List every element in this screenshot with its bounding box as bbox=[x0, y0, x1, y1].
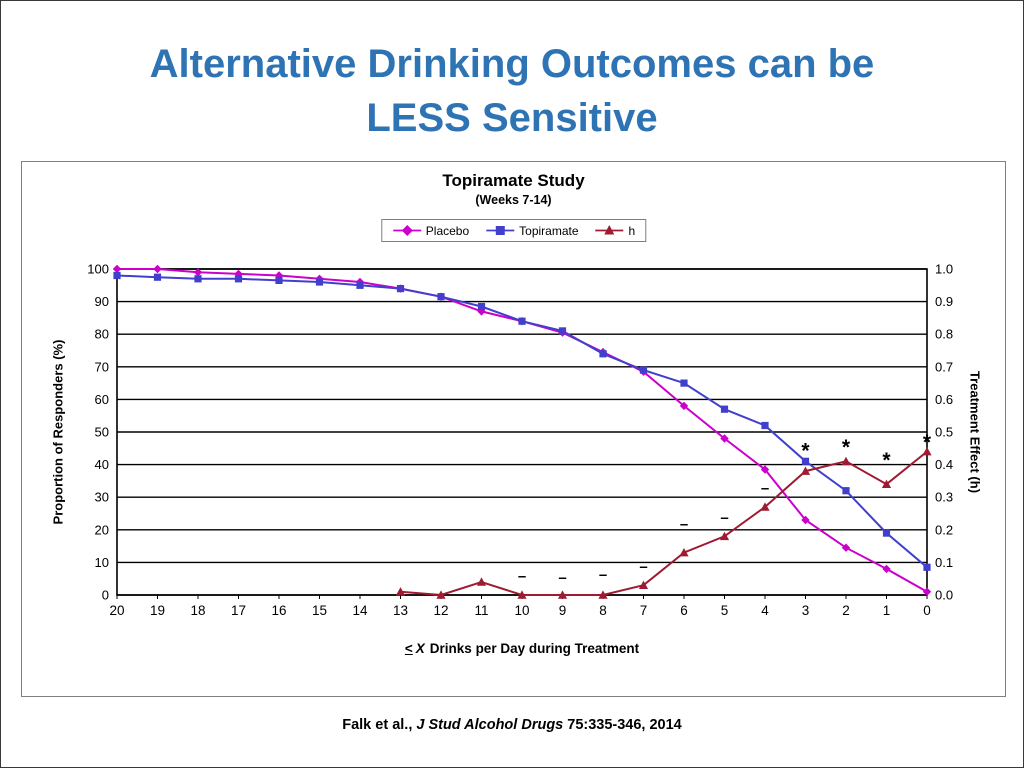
x-axis-variable: X bbox=[415, 641, 425, 656]
svg-text:*: * bbox=[923, 431, 932, 454]
svg-text:90: 90 bbox=[95, 294, 109, 309]
chart-panel: Topiramate Study (Weeks 7-14) Placebo To… bbox=[21, 161, 1006, 697]
svg-text:0.6: 0.6 bbox=[935, 392, 953, 407]
svg-text:60: 60 bbox=[95, 392, 109, 407]
svg-text:20: 20 bbox=[109, 603, 124, 618]
svg-text:0: 0 bbox=[102, 588, 109, 603]
svg-text:6: 6 bbox=[680, 603, 688, 618]
citation: Falk et al., J Stud Alcohol Drugs 75:335-3… bbox=[1, 717, 1023, 733]
svg-text:70: 70 bbox=[95, 359, 109, 374]
svg-text:13: 13 bbox=[393, 603, 408, 618]
svg-text:50: 50 bbox=[95, 425, 109, 440]
citation-authors: Falk et al., bbox=[342, 717, 413, 733]
svg-text:–: – bbox=[680, 516, 688, 533]
chart-title: Topiramate Study bbox=[442, 171, 585, 190]
svg-text:7: 7 bbox=[640, 603, 648, 618]
legend-item-topiramate: Topiramate bbox=[485, 221, 579, 240]
svg-text:*: * bbox=[842, 436, 851, 459]
svg-text:14: 14 bbox=[352, 603, 368, 618]
svg-text:3: 3 bbox=[802, 603, 810, 618]
svg-text:–: – bbox=[720, 509, 728, 526]
legend-label-topiramate: Topiramate bbox=[519, 223, 579, 238]
svg-text:30: 30 bbox=[95, 490, 109, 505]
x-axis-title: < X Drinks per Day during Treatment bbox=[117, 641, 927, 656]
svg-text:0: 0 bbox=[923, 603, 931, 618]
svg-text:9: 9 bbox=[559, 603, 567, 618]
svg-text:19: 19 bbox=[150, 603, 165, 618]
svg-text:1: 1 bbox=[883, 603, 891, 618]
svg-text:10: 10 bbox=[514, 603, 529, 618]
chart-legend: Placebo Topiramate h bbox=[380, 219, 647, 242]
legend-label-placebo: Placebo bbox=[425, 223, 470, 238]
svg-text:0.1: 0.1 bbox=[935, 555, 953, 570]
svg-text:12: 12 bbox=[433, 603, 448, 618]
h-marker-icon bbox=[595, 221, 625, 240]
svg-text:–: – bbox=[558, 570, 566, 587]
svg-text:15: 15 bbox=[312, 603, 327, 618]
legend-item-h: h bbox=[595, 221, 636, 240]
svg-text:0.8: 0.8 bbox=[935, 327, 953, 342]
legend-item-placebo: Placebo bbox=[392, 221, 469, 240]
slide-title-line2: LESS Sensitive bbox=[366, 96, 658, 140]
legend-label-h: h bbox=[628, 223, 636, 238]
svg-text:4: 4 bbox=[761, 603, 769, 618]
svg-text:0.0: 0.0 bbox=[935, 588, 953, 603]
x-axis-lte: < bbox=[404, 641, 413, 656]
svg-text:2: 2 bbox=[842, 603, 850, 618]
svg-text:*: * bbox=[801, 439, 810, 462]
svg-text:11: 11 bbox=[474, 603, 488, 618]
placebo-marker-icon bbox=[392, 221, 422, 240]
svg-text:17: 17 bbox=[231, 603, 246, 618]
svg-text:18: 18 bbox=[190, 603, 205, 618]
x-axis-title-text: Drinks per Day during Treatment bbox=[429, 641, 640, 656]
svg-text:0.5: 0.5 bbox=[935, 425, 953, 440]
svg-text:80: 80 bbox=[95, 327, 109, 342]
svg-text:5: 5 bbox=[721, 603, 729, 618]
svg-text:0.7: 0.7 bbox=[935, 359, 953, 374]
slide-title-line1: Alternative Drinking Outcomes can be bbox=[149, 42, 875, 86]
svg-text:1.0: 1.0 bbox=[935, 262, 953, 277]
citation-volume: 75:335-346, 2014 bbox=[567, 717, 682, 733]
plot-area: 01020304050607080901000.00.10.20.30.40.5… bbox=[87, 262, 953, 619]
svg-text:–: – bbox=[518, 568, 526, 585]
svg-text:100: 100 bbox=[87, 262, 109, 277]
svg-text:16: 16 bbox=[271, 603, 286, 618]
slide-title: Alternative Drinking Outcomes can be LESS… bbox=[1, 37, 1023, 145]
svg-text:8: 8 bbox=[599, 603, 607, 618]
svg-text:0.2: 0.2 bbox=[935, 522, 953, 537]
svg-text:0.9: 0.9 bbox=[935, 294, 953, 309]
svg-text:0.3: 0.3 bbox=[935, 490, 953, 505]
svg-text:–: – bbox=[639, 558, 647, 575]
svg-text:0.4: 0.4 bbox=[935, 457, 953, 472]
svg-text:–: – bbox=[761, 480, 769, 497]
citation-journal: J Stud Alcohol Drugs bbox=[416, 717, 564, 733]
svg-text:10: 10 bbox=[95, 555, 109, 570]
topiramate-marker-icon bbox=[485, 221, 515, 240]
chart-subtitle: (Weeks 7-14) bbox=[475, 193, 552, 207]
svg-text:*: * bbox=[882, 449, 891, 472]
svg-text:20: 20 bbox=[95, 522, 109, 537]
svg-text:–: – bbox=[599, 566, 607, 583]
svg-text:40: 40 bbox=[95, 457, 109, 472]
